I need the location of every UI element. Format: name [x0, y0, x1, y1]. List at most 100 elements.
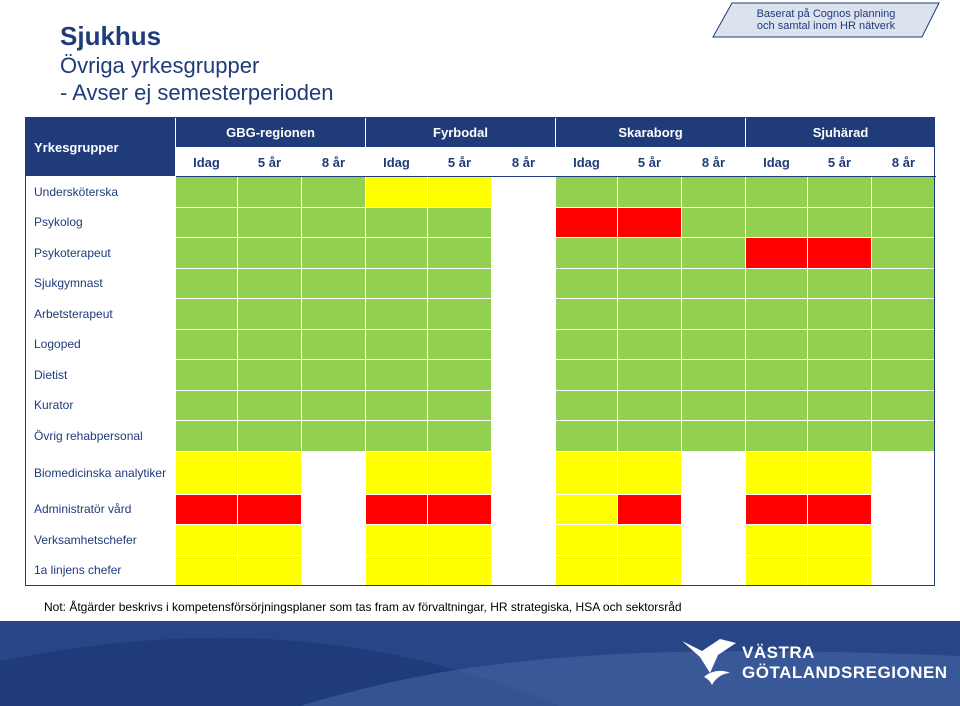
status-cell	[871, 237, 936, 269]
row-label: Administratör vård	[25, 493, 176, 525]
period-header: 5 år	[617, 147, 682, 177]
status-cell	[681, 524, 746, 556]
status-cell	[617, 267, 682, 299]
status-cell	[365, 176, 428, 208]
status-cell	[555, 176, 618, 208]
status-cell	[745, 298, 808, 330]
status-cell	[427, 524, 492, 556]
status-cell	[365, 206, 428, 238]
status-cell	[427, 328, 492, 360]
status-cell	[301, 450, 366, 495]
status-cell	[237, 328, 302, 360]
status-cell	[745, 176, 808, 208]
status-cell	[617, 554, 682, 586]
table-row: Psykoterapeut	[25, 237, 936, 269]
status-cell	[301, 206, 366, 238]
status-cell	[807, 206, 872, 238]
status-cell	[745, 524, 808, 556]
status-cell	[301, 176, 366, 208]
status-cell	[617, 176, 682, 208]
status-cell	[365, 420, 428, 452]
status-cell	[555, 298, 618, 330]
logo-line-2: GÖTALANDSREGIONEN	[742, 663, 948, 682]
period-header: 8 år	[681, 147, 746, 177]
page-subtitle-note: - Avser ej semesterperioden	[60, 80, 334, 105]
swallow-logo-icon	[682, 639, 736, 685]
status-cell	[237, 298, 302, 330]
status-cell	[365, 267, 428, 299]
status-cell	[491, 359, 556, 391]
table-row: Övrig rehabpersonal	[25, 420, 936, 452]
status-cell	[871, 493, 936, 525]
row-label: Psykolog	[25, 206, 176, 238]
status-cell	[871, 420, 936, 452]
badge-line-2: och samtal inom HR nätverk	[756, 20, 896, 32]
status-cell	[237, 176, 302, 208]
status-cell	[617, 359, 682, 391]
region-header: Sjuhärad	[745, 117, 936, 148]
status-cell	[365, 554, 428, 586]
badge-line-1: Baserat på Cognos planning	[756, 8, 896, 20]
status-cell	[745, 554, 808, 586]
status-cell	[617, 524, 682, 556]
period-header: 5 år	[427, 147, 492, 177]
page-subtitle: Övriga yrkesgrupper	[60, 53, 260, 78]
status-cell	[491, 206, 556, 238]
status-cell	[871, 359, 936, 391]
status-cell	[175, 237, 238, 269]
period-header: 8 år	[871, 147, 936, 177]
status-cell	[555, 493, 618, 525]
status-cell	[301, 389, 366, 421]
status-cell	[491, 450, 556, 495]
row-label: Övrig rehabpersonal	[25, 420, 176, 452]
row-label: 1a linjens chefer	[25, 554, 176, 586]
status-cell	[681, 493, 746, 525]
status-cell	[237, 450, 302, 495]
status-cell	[807, 176, 872, 208]
status-cell	[681, 554, 746, 586]
status-cell	[427, 237, 492, 269]
table-row: Verksamhetschefer	[25, 524, 936, 556]
status-cell	[681, 389, 746, 421]
status-cell	[427, 450, 492, 495]
logo-text: VÄSTRA GÖTALANDSREGIONEN	[742, 643, 948, 683]
status-cell	[365, 237, 428, 269]
status-cell	[301, 554, 366, 586]
status-cell	[807, 298, 872, 330]
status-cell	[237, 524, 302, 556]
status-cell	[617, 420, 682, 452]
region-header: Fyrbodal	[365, 117, 556, 148]
status-cell	[491, 554, 556, 586]
table-row: 1a linjens chefer	[25, 554, 936, 586]
table-row: Logoped	[25, 328, 936, 360]
status-cell	[745, 389, 808, 421]
status-cell	[681, 237, 746, 269]
status-cell	[491, 176, 556, 208]
status-cell	[871, 389, 936, 421]
footer-band	[0, 621, 960, 706]
title-block: Sjukhus Övriga yrkesgrupper - Avser ej s…	[60, 20, 334, 106]
status-cell	[555, 420, 618, 452]
status-cell	[871, 298, 936, 330]
status-cell	[365, 450, 428, 495]
status-cell	[745, 420, 808, 452]
status-cell	[427, 206, 492, 238]
status-cell	[681, 359, 746, 391]
row-label: Psykoterapeut	[25, 237, 176, 269]
status-cell	[491, 267, 556, 299]
table-row: Arbetsterapeut	[25, 298, 936, 330]
status-cell	[745, 328, 808, 360]
status-cell	[871, 176, 936, 208]
status-cell	[427, 298, 492, 330]
vgr-logo: VÄSTRA GÖTALANDSREGIONEN	[680, 633, 947, 693]
status-cell	[617, 298, 682, 330]
status-cell	[681, 206, 746, 238]
status-cell	[871, 206, 936, 238]
page-title: Sjukhus	[60, 21, 162, 51]
table-row: Undersköterska	[25, 176, 936, 208]
period-header: 5 år	[237, 147, 302, 177]
status-cell	[301, 328, 366, 360]
status-cell	[807, 389, 872, 421]
status-cell	[365, 389, 428, 421]
status-cell	[427, 389, 492, 421]
